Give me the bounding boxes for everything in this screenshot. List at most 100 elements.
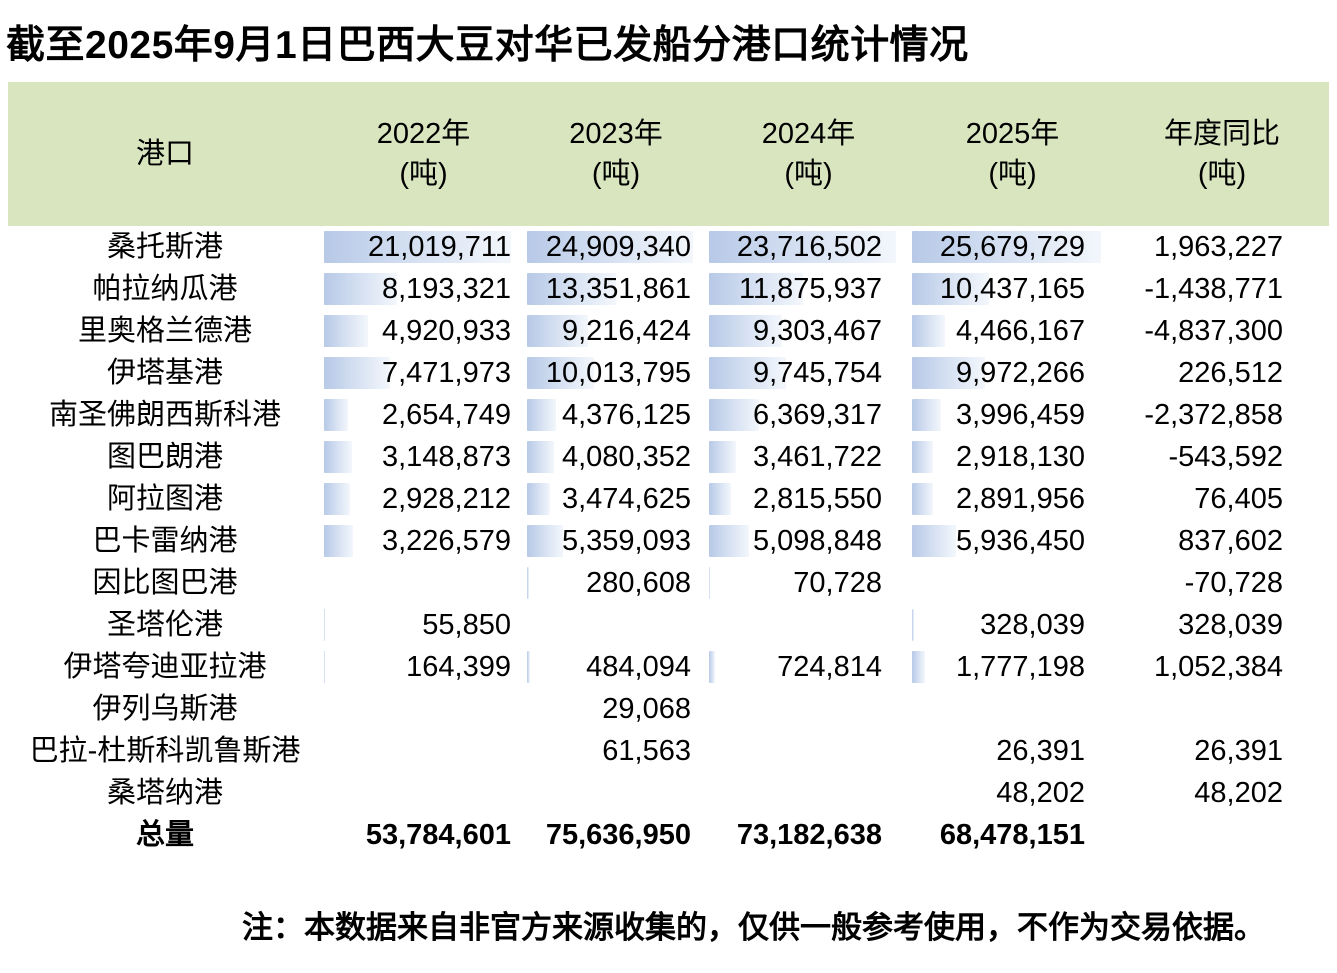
data-bar-track — [709, 441, 896, 473]
data-bar-track — [527, 651, 693, 683]
column-label: 2022年 — [376, 118, 471, 150]
data-bar — [709, 441, 737, 473]
value-cell: 724,814 — [707, 646, 910, 688]
data-bar — [527, 651, 531, 683]
data-bar-track — [709, 399, 896, 431]
value-cell: 13,351,861 — [525, 268, 707, 310]
value-cell: 837,602 — [1115, 520, 1329, 562]
value-cell: 4,466,167 — [910, 310, 1115, 352]
port-name: 巴卡雷纳港 — [92, 525, 238, 557]
data-bar-track — [709, 567, 896, 599]
data-bar-track — [709, 231, 896, 263]
value-cell: 9,216,424 — [525, 310, 707, 352]
value-cell: 48,202 — [910, 772, 1115, 814]
cell-value: 21,019,711 — [368, 231, 511, 263]
data-bar-track — [912, 777, 1101, 809]
data-bar — [709, 399, 760, 431]
cell-value: -2,372,858 — [1144, 399, 1283, 431]
data-bar-track — [324, 441, 511, 473]
data-bar — [912, 357, 986, 389]
value-cell: 4,080,352 — [525, 436, 707, 478]
table-row: 里奥格兰德港 4,920,933 9,216,424 9,303,467 4,466,1… — [8, 310, 1329, 352]
data-bar-track — [324, 273, 511, 305]
data-bar — [324, 651, 326, 683]
value-cell: 164,399 — [322, 646, 525, 688]
value-cell: 1,777,198 — [910, 646, 1115, 688]
data-bar — [324, 273, 397, 305]
cell-value: 3,474,625 — [561, 483, 691, 515]
data-bar-track — [527, 525, 693, 557]
data-bar-track — [324, 357, 511, 389]
data-bar — [912, 231, 1101, 263]
data-bar — [709, 651, 715, 683]
cell-value: 3,226,579 — [381, 525, 511, 557]
data-bar — [912, 483, 934, 515]
cell-value: 48,202 — [1194, 777, 1283, 809]
value-cell: 2,891,956 — [910, 478, 1115, 520]
cell-value: 76,405 — [1194, 483, 1283, 515]
data-bar-track — [527, 735, 693, 767]
port-name: 桑托斯港 — [106, 231, 223, 263]
data-bar — [527, 273, 616, 305]
cell-value: 3,148,873 — [381, 441, 511, 473]
cell-value: 6,369,317 — [752, 399, 882, 431]
value-cell: 2,654,749 — [322, 394, 525, 436]
table-row: 巴拉-杜斯科凯鲁斯港 61,563 26,391 26,391 — [8, 730, 1329, 772]
data-bar — [324, 357, 391, 389]
data-bar-track — [912, 273, 1101, 305]
data-bar — [527, 231, 693, 263]
data-bar-track — [912, 651, 1101, 683]
data-bar-track — [709, 651, 896, 683]
data-bar — [324, 525, 353, 557]
cell-value: 26,391 — [996, 735, 1085, 767]
value-cell: 29,068 — [525, 688, 707, 730]
value-cell: 68,478,151 — [910, 814, 1115, 856]
cell-value: 4,466,167 — [955, 315, 1085, 347]
footnote: 注：本数据来自非官方来源收集的，仅供一般参考使用，不作为交易依据。 — [242, 910, 1265, 945]
value-cell: -70,728 — [1115, 562, 1329, 604]
cell-value: 61,563 — [602, 735, 691, 767]
column-unit: (吨) — [591, 158, 641, 190]
cell-value: 2,815,550 — [752, 483, 882, 515]
cell-value: 484,094 — [586, 651, 691, 683]
value-cell: 3,461,722 — [707, 436, 910, 478]
column-header-port: 港口 — [8, 82, 322, 226]
cell-value: 837,602 — [1178, 525, 1283, 557]
cell-value: 226,512 — [1178, 357, 1283, 389]
cell-value: 5,936,450 — [955, 525, 1085, 557]
port-name: 圣塔伦港 — [106, 609, 223, 641]
cell-value: 1,052,384 — [1153, 651, 1283, 683]
value-cell: 55,850 — [322, 604, 525, 646]
port-name: 图巴朗港 — [106, 441, 223, 473]
value-cell: 25,679,729 — [910, 226, 1115, 268]
value-cell: -4,837,300 — [1115, 310, 1329, 352]
value-cell: 3,996,459 — [910, 394, 1115, 436]
table-row: 巴卡雷纳港 3,226,579 5,359,093 5,098,848 5,936,45… — [8, 520, 1329, 562]
cell-value: 7,471,973 — [381, 357, 511, 389]
data-bar-track — [324, 399, 511, 431]
cell-value: 724,814 — [777, 651, 882, 683]
column-unit: (吨) — [784, 158, 833, 190]
data-bar — [527, 357, 594, 389]
data-bar — [709, 315, 783, 347]
table-row: 桑托斯港 21,019,711 24,909,340 23,716,502 25,679… — [8, 226, 1329, 268]
value-cell: 23,716,502 — [707, 226, 910, 268]
value-cell: 3,474,625 — [525, 478, 707, 520]
data-bar — [912, 441, 934, 473]
value-cell: 48,202 — [1115, 772, 1329, 814]
data-bar-track — [912, 231, 1101, 263]
data-bar-track — [324, 231, 511, 263]
cell-value: 3,461,722 — [752, 441, 882, 473]
column-unit: (吨) — [988, 158, 1037, 190]
value-cell: 9,745,754 — [707, 352, 910, 394]
data-bar-track — [709, 273, 896, 305]
data-bar — [709, 273, 803, 305]
value-cell: 5,936,450 — [910, 520, 1115, 562]
column-label: 年度同比 — [1163, 118, 1280, 150]
value-cell: 24,909,340 — [525, 226, 707, 268]
cell-value: 70,728 — [793, 567, 882, 599]
data-bar-track — [527, 441, 693, 473]
cell-value: 9,745,754 — [752, 357, 882, 389]
column-label: 2025年 — [965, 118, 1060, 150]
cell-value: 13,351,861 — [545, 273, 691, 305]
